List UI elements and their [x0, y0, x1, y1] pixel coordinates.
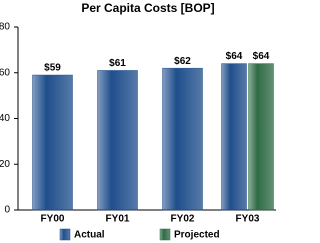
bar	[32, 74, 73, 211]
y-tick-label: 80	[0, 22, 10, 33]
bar	[162, 67, 203, 211]
value-label: $59	[44, 63, 61, 74]
x-tick-label: FY03	[236, 214, 260, 225]
y-tick-label: 40	[0, 113, 10, 124]
chart-title: Per Capita Costs [BOP]	[81, 1, 214, 15]
legend-label: Actual	[74, 230, 105, 241]
legend-swatch	[159, 228, 171, 241]
legend-label: Projected	[174, 230, 220, 241]
value-label: $64	[226, 51, 243, 62]
bar	[97, 70, 138, 211]
y-tick-label: 20	[0, 159, 10, 170]
x-tick-label: FY02	[171, 214, 195, 225]
y-tick-label: 60	[0, 67, 10, 78]
y-tick-label: 0	[4, 205, 10, 216]
bar	[221, 63, 247, 211]
value-label: $62	[174, 56, 191, 67]
value-label: $64	[253, 51, 270, 62]
legend-swatch	[59, 228, 71, 241]
x-tick-label: FY01	[106, 214, 130, 225]
value-label: $61	[109, 58, 126, 69]
bar	[248, 63, 274, 211]
chart: Per Capita Costs [BOP] 0 20 40 60 80 FY00 $59 F…	[0, 1, 276, 241]
x-tick-label: FY00	[41, 214, 65, 225]
